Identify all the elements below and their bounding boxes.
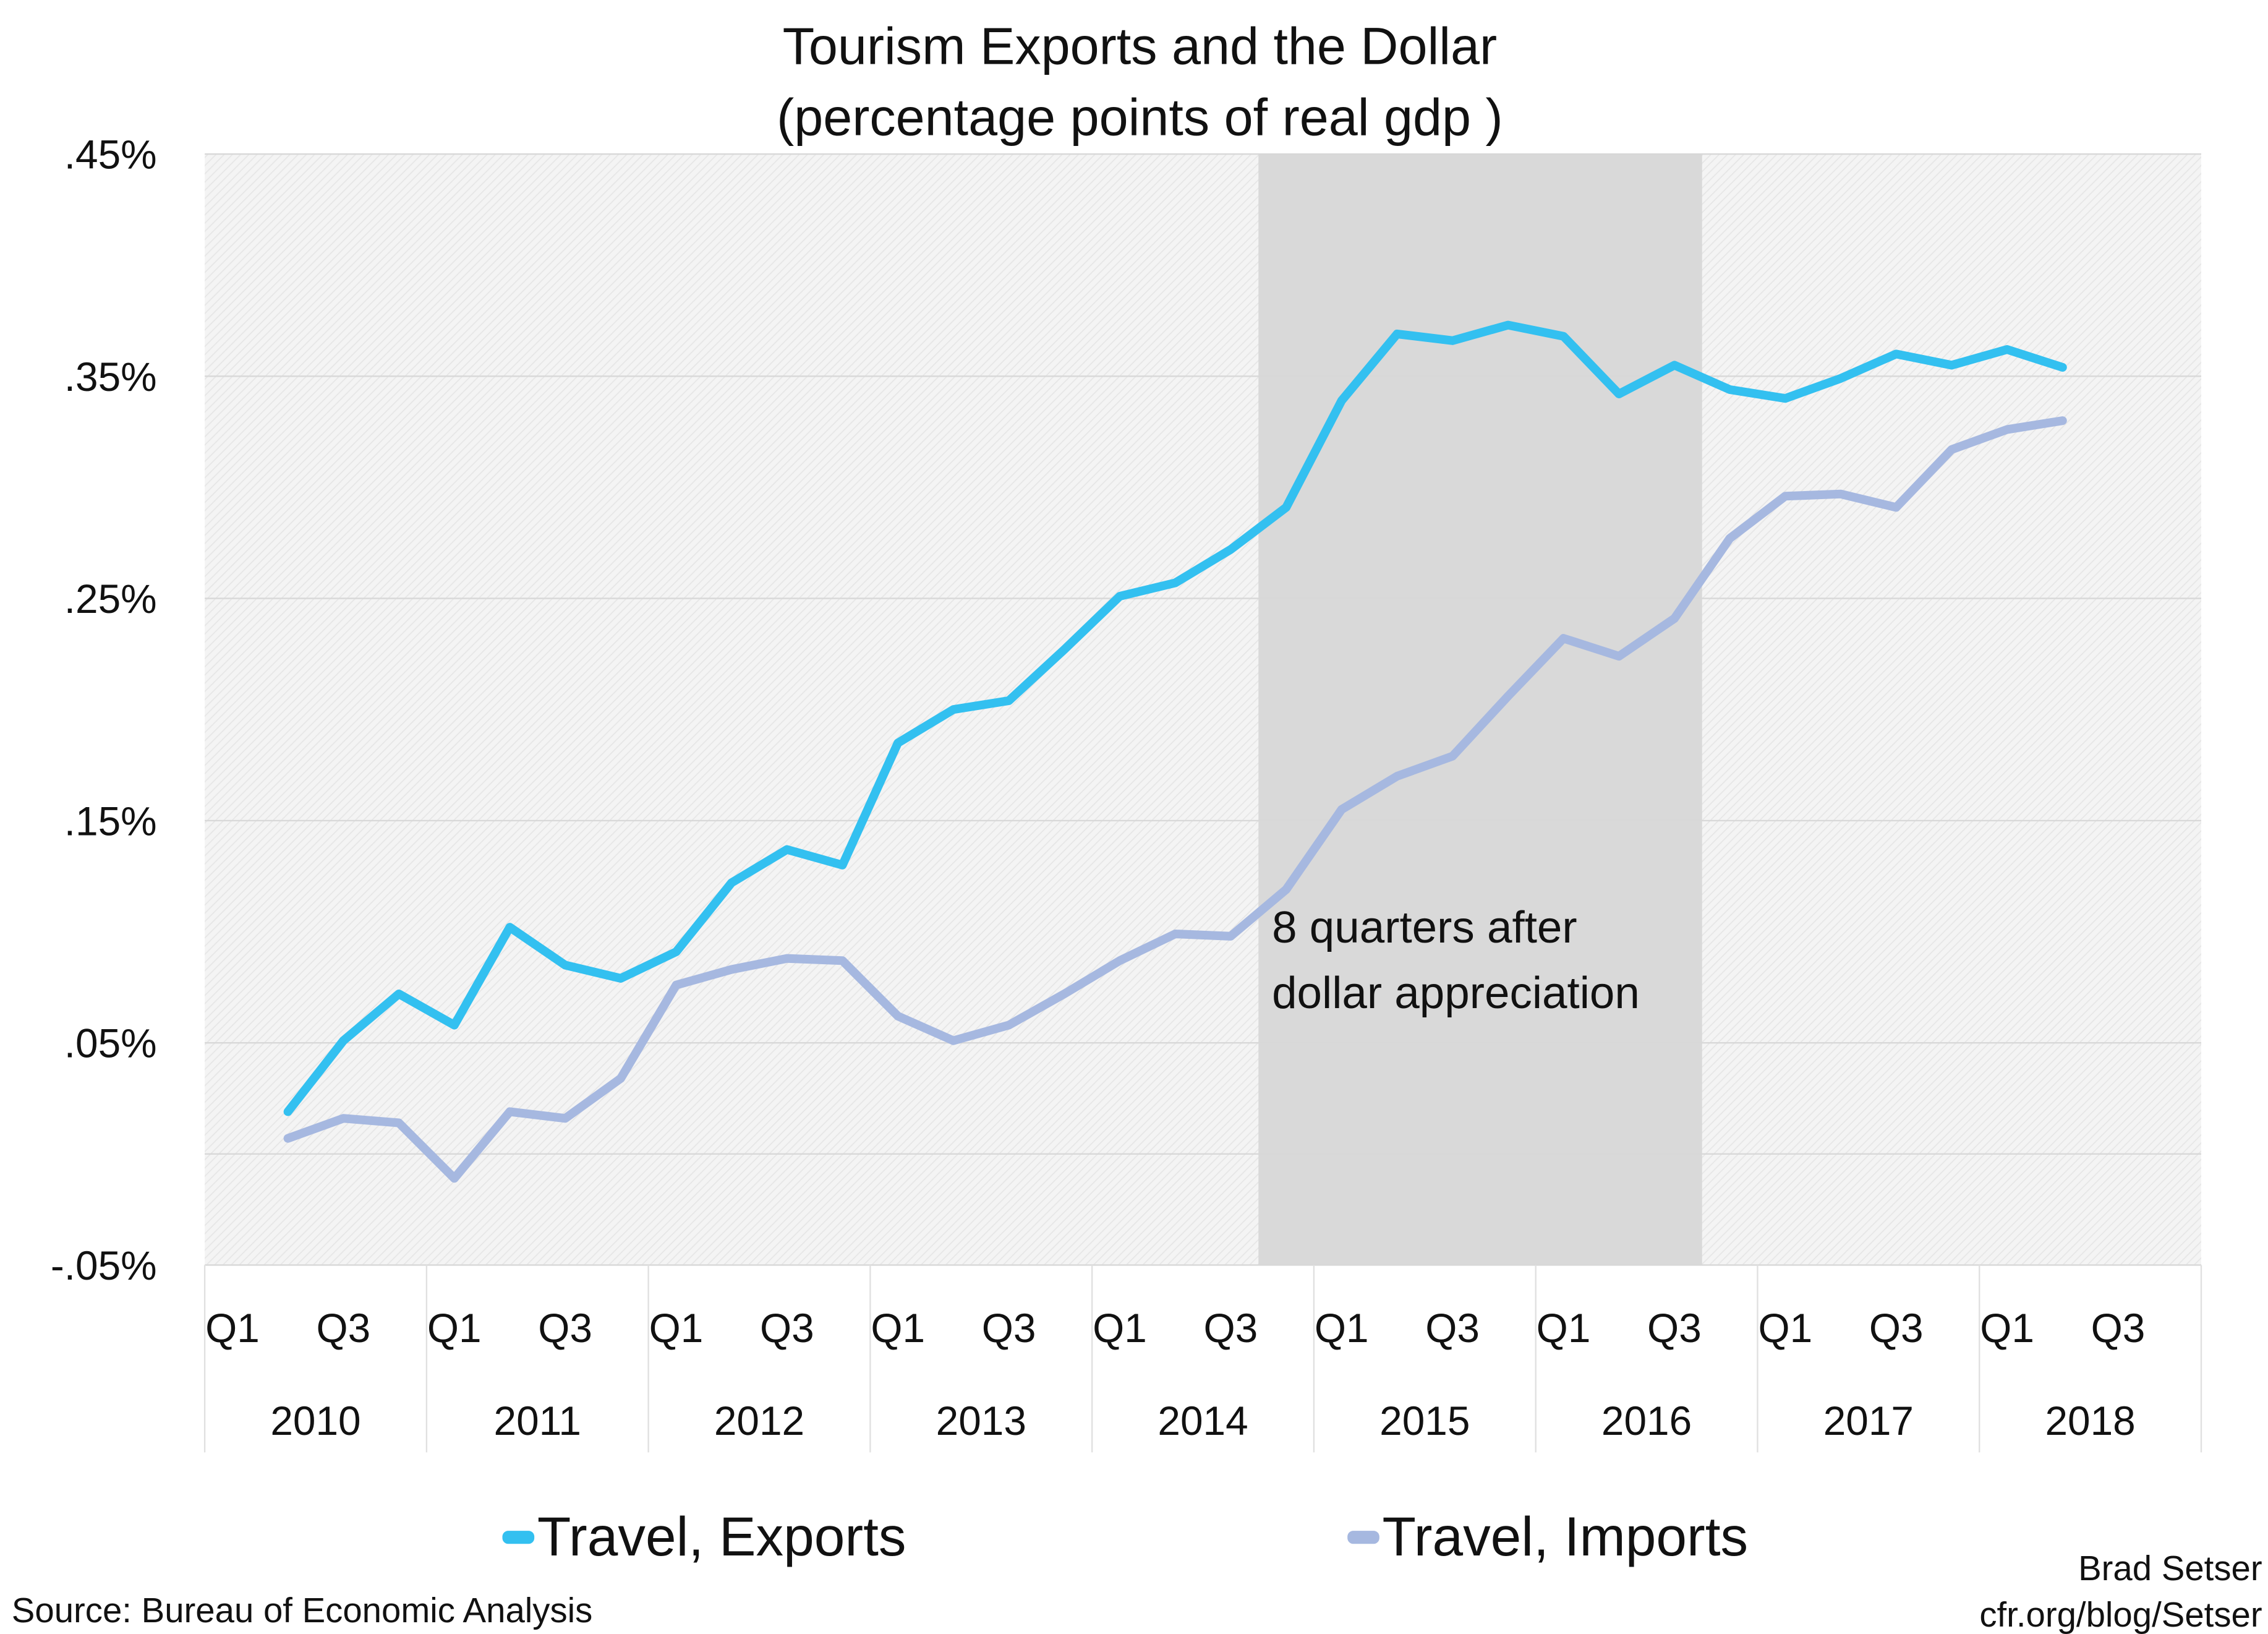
source-note: Source: Bureau of Economic Analysis (12, 1591, 593, 1630)
legend-item-exports[interactable]: Travel, Exports (502, 1505, 906, 1567)
legend-marker-exports (502, 1531, 535, 1544)
x-tick-label: Q3 (1425, 1305, 1480, 1351)
legend: Travel, Exports Travel, Imports (502, 1505, 1748, 1567)
legend-label-exports: Travel, Exports (537, 1505, 906, 1567)
x-tick-label: Q3 (982, 1305, 1036, 1351)
y-tick-label: .15% (64, 798, 157, 844)
x-year-label: 2017 (1823, 1398, 1914, 1444)
x-year-label: 2014 (1157, 1398, 1248, 1444)
x-tick-label: Q1 (1980, 1305, 2034, 1351)
x-year-label: 2010 (270, 1398, 360, 1444)
plot-background (205, 154, 2201, 1265)
x-year-label: 2012 (714, 1398, 804, 1444)
x-tick-label: Q3 (316, 1305, 370, 1351)
x-year-label: 2015 (1379, 1398, 1470, 1444)
x-tick-label: Q3 (2091, 1305, 2146, 1351)
x-tick-label: Q3 (538, 1305, 592, 1351)
y-tick-label: -.05% (51, 1243, 157, 1288)
shaded-region (1258, 154, 1702, 1265)
x-tick-label: Q1 (427, 1305, 482, 1351)
chart-subtitle: (percentage points of real gdp ) (777, 87, 1503, 146)
x-tick-label: Q1 (1315, 1305, 1369, 1351)
x-tick-label: Q1 (205, 1305, 260, 1351)
x-tick-label: Q3 (1647, 1305, 1702, 1351)
x-tick-label: Q1 (1537, 1305, 1591, 1351)
plot-area: .45% .35% .25% .15% .05% -.05% Q1 Q3 2010 Q1 Q3 201… (51, 131, 2202, 1453)
x-tick-label: Q3 (1204, 1305, 1258, 1351)
legend-item-imports[interactable]: Travel, Imports (1347, 1505, 1748, 1567)
x-year-label: 2013 (936, 1398, 1026, 1444)
annotation-line-2: dollar appreciation (1272, 968, 1640, 1018)
x-tick-label: Q3 (1869, 1305, 1924, 1351)
legend-label-imports: Travel, Imports (1383, 1505, 1749, 1567)
x-year-label: 2016 (1601, 1398, 1692, 1444)
credit-url: cfr.org/blog/Setser (1979, 1595, 2262, 1634)
x-tick-label: Q1 (1758, 1305, 1812, 1351)
x-tick-label: Q1 (649, 1305, 704, 1351)
x-tick-label: Q3 (760, 1305, 814, 1351)
legend-marker-imports (1347, 1531, 1379, 1544)
y-tick-label: .45% (64, 131, 157, 177)
x-year-label: 2011 (494, 1398, 581, 1444)
x-year-label: 2018 (2045, 1398, 2135, 1444)
x-tick-label: Q1 (871, 1305, 925, 1351)
annotation-line-1: 8 quarters after (1272, 902, 1577, 952)
x-tick-label: Q1 (1093, 1305, 1147, 1351)
y-tick-label: .35% (64, 354, 157, 400)
y-tick-label: .25% (64, 576, 157, 622)
credit-name: Brad Setser (2078, 1549, 2262, 1588)
y-tick-label: .05% (64, 1020, 157, 1066)
chart-title: Tourism Exports and the Dollar (783, 16, 1498, 75)
